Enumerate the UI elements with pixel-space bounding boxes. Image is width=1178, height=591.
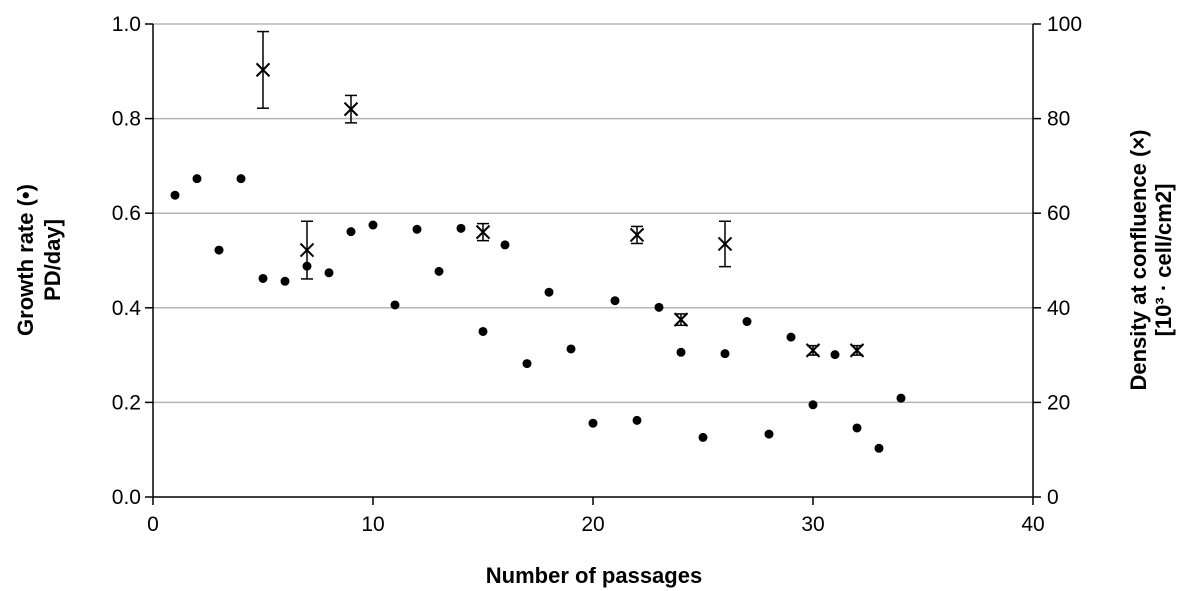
x-tick-label: 0	[147, 513, 159, 536]
growth-rate-point	[588, 418, 598, 428]
growth-rate-point	[698, 432, 708, 442]
y-tick-label: 0.4	[112, 297, 142, 320]
growth-rate-point	[830, 350, 840, 360]
density-point	[629, 225, 645, 245]
growth-rate-point	[676, 347, 686, 357]
y-axis-title-line2: PD/day]	[40, 219, 65, 301]
cross-stroke	[673, 312, 689, 327]
x-tick-label: 40	[1021, 513, 1044, 536]
growth-rate-point	[764, 429, 774, 439]
growth-rate-point	[412, 224, 422, 234]
growth-rate-point	[192, 174, 202, 184]
density-point	[673, 312, 689, 327]
density-point	[717, 220, 733, 268]
density-point	[849, 343, 865, 358]
density-point	[255, 30, 271, 109]
growth-rate-point	[236, 174, 246, 184]
axes	[145, 23, 1041, 505]
growth-rate-series	[170, 174, 906, 453]
growth-rate-point	[720, 349, 730, 359]
y-axis-title-line1: Growth rate (•)	[13, 184, 38, 336]
growth-rate-point	[522, 359, 532, 369]
growth-rate-point	[346, 227, 356, 237]
growth-rate-point	[632, 415, 642, 425]
density-series	[255, 30, 865, 358]
growth-rate-point	[544, 287, 554, 297]
density-point	[343, 94, 359, 124]
y2-tick-label: 40	[1047, 297, 1070, 320]
x-axis-title: Number of passages	[486, 563, 702, 588]
growth-rate-point	[808, 400, 818, 410]
growth-rate-point	[214, 245, 224, 255]
growth-rate-point	[566, 344, 576, 354]
growth-rate-point	[368, 220, 378, 230]
x-tick-label: 10	[361, 513, 384, 536]
x-tick-label: 20	[581, 513, 604, 536]
tick-labels: 0 10 20 30 40 0.0 0.2 0.4 0.6 0.8 1.0 0 20 40 60 80 100	[112, 13, 1082, 536]
growth-rate-point	[324, 268, 334, 278]
growth-rate-point	[280, 276, 290, 286]
growth-rate-point	[610, 296, 620, 306]
growth-rate-point	[390, 300, 400, 310]
density-point	[299, 220, 315, 280]
growth-rate-point	[434, 266, 444, 276]
y2-axis-title-line2: [10³ · cell/cm2]	[1151, 184, 1176, 337]
y-tick-label: 0.0	[112, 486, 141, 509]
density-point	[805, 343, 821, 358]
y2-tick-label: 100	[1047, 13, 1082, 36]
x-tick-label: 30	[801, 513, 824, 536]
y-tick-label: 0.2	[112, 391, 141, 414]
cross-stroke	[299, 242, 315, 258]
growth-rate-point	[742, 317, 752, 327]
growth-rate-point	[478, 326, 488, 336]
growth-rate-point	[852, 423, 862, 433]
density-point	[475, 222, 491, 242]
y2-tick-label: 0	[1047, 486, 1059, 509]
cross-stroke	[805, 343, 821, 358]
y2-tick-label: 80	[1047, 108, 1070, 131]
y-tick-label: 1.0	[112, 13, 141, 36]
y2-tick-label: 20	[1047, 391, 1070, 414]
growth-rate-point	[500, 240, 510, 250]
growth-rate-point	[896, 393, 906, 403]
y-tick-label: 0.8	[112, 108, 141, 131]
cross-stroke	[717, 236, 733, 252]
gridlines	[153, 23, 1033, 404]
growth-rate-point	[456, 223, 466, 233]
growth-rate-point	[874, 443, 884, 453]
y2-axis-title-line1: Density at confluence (×)	[1126, 129, 1151, 390]
cross-stroke	[629, 227, 645, 243]
y2-tick-label: 60	[1047, 202, 1070, 225]
growth-rate-point	[786, 332, 796, 342]
growth-rate-point	[654, 302, 664, 312]
y-tick-label: 0.6	[112, 202, 141, 225]
cross-stroke	[343, 101, 359, 117]
growth-rate-point	[170, 190, 180, 200]
cross-stroke	[255, 62, 271, 78]
growth-rate-point	[258, 273, 268, 283]
cross-stroke	[849, 343, 865, 358]
cross-stroke	[475, 224, 491, 240]
